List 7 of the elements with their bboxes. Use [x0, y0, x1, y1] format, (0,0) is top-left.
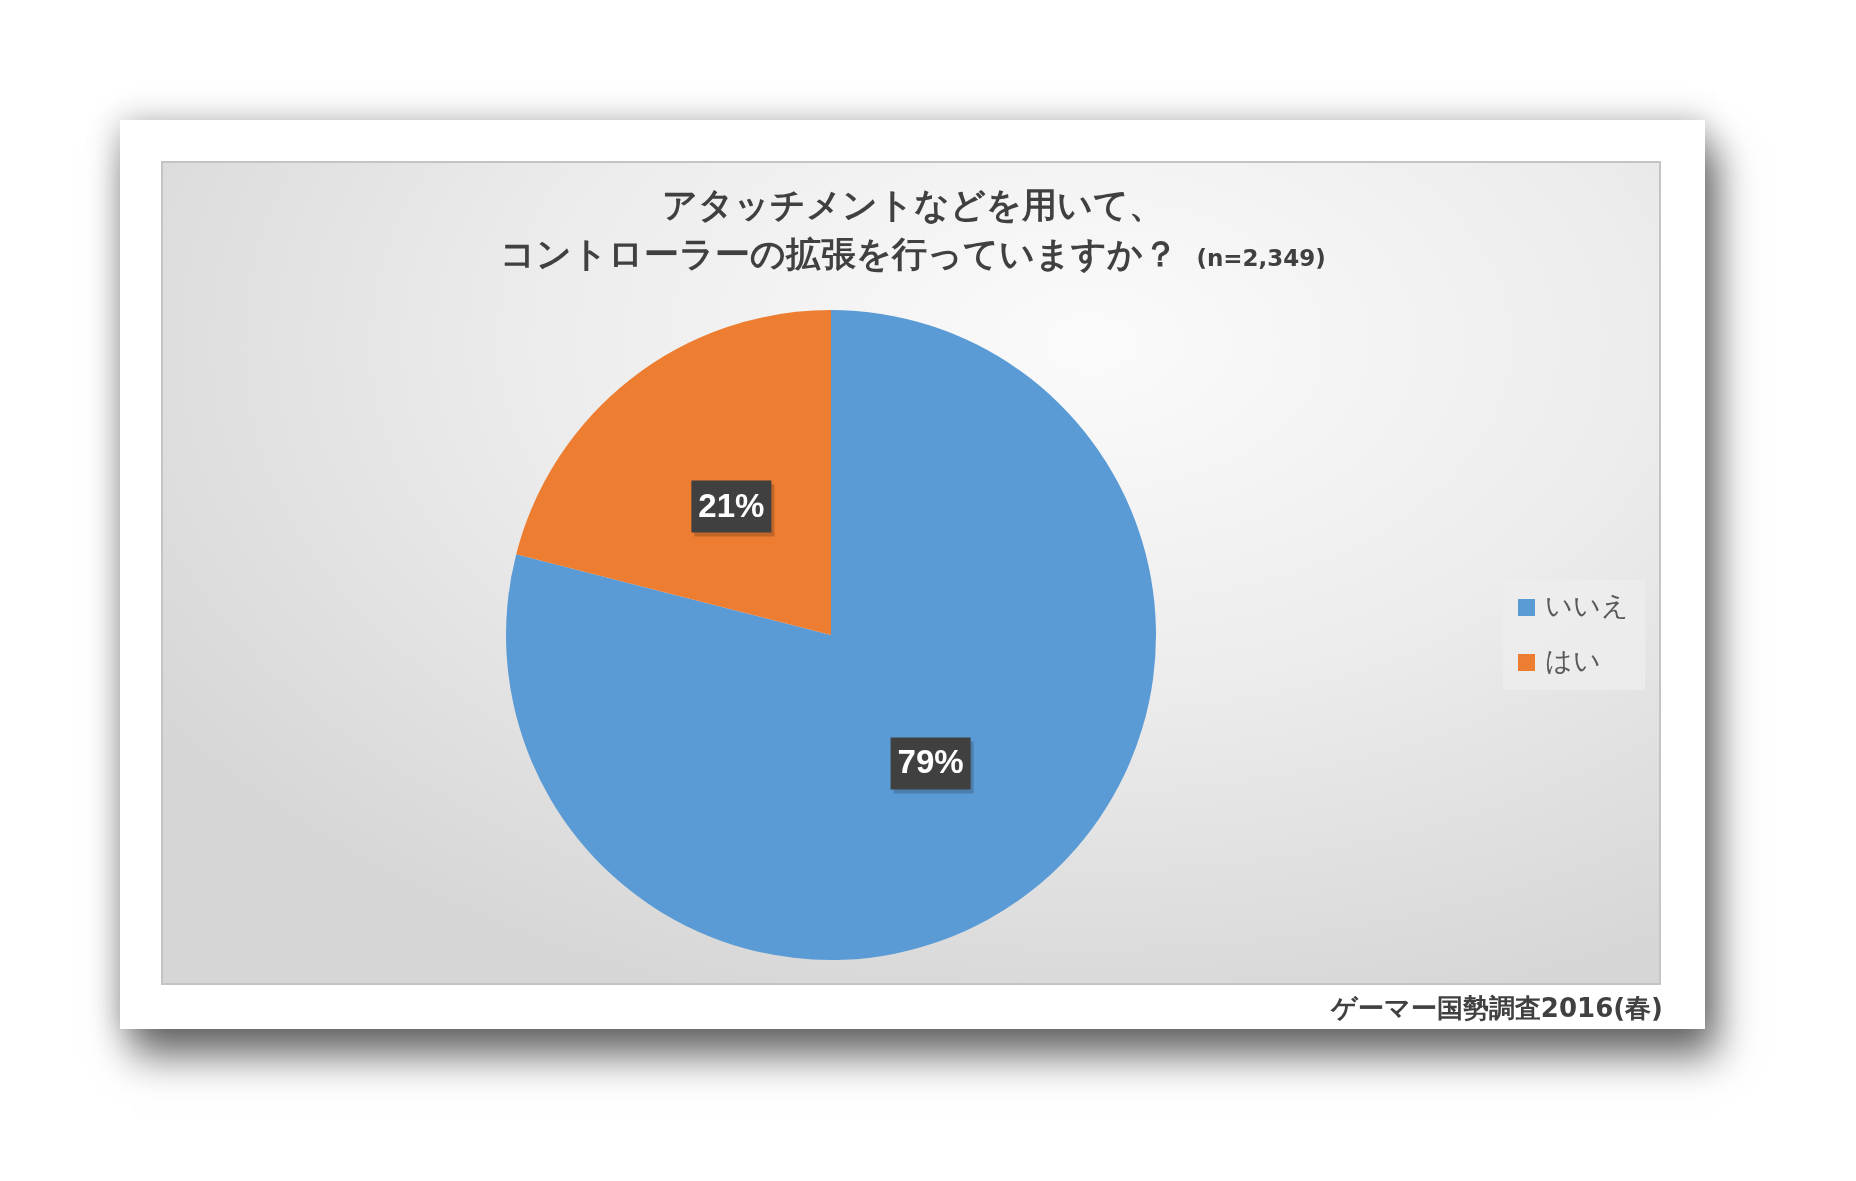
data-label: 79%: [897, 743, 964, 781]
chart-subtitle: (n=2,349): [1196, 245, 1326, 271]
chart-title: アタッチメントなどを用いて、コントローラーの拡張を行っていますか？: [500, 185, 1179, 274]
legend-label: はい: [1545, 644, 1601, 676]
legend-label: いいえ: [1545, 589, 1629, 621]
data-label: 21%: [698, 486, 765, 524]
text: ゲーマー国勢調査2016(春): [1330, 992, 1663, 1024]
